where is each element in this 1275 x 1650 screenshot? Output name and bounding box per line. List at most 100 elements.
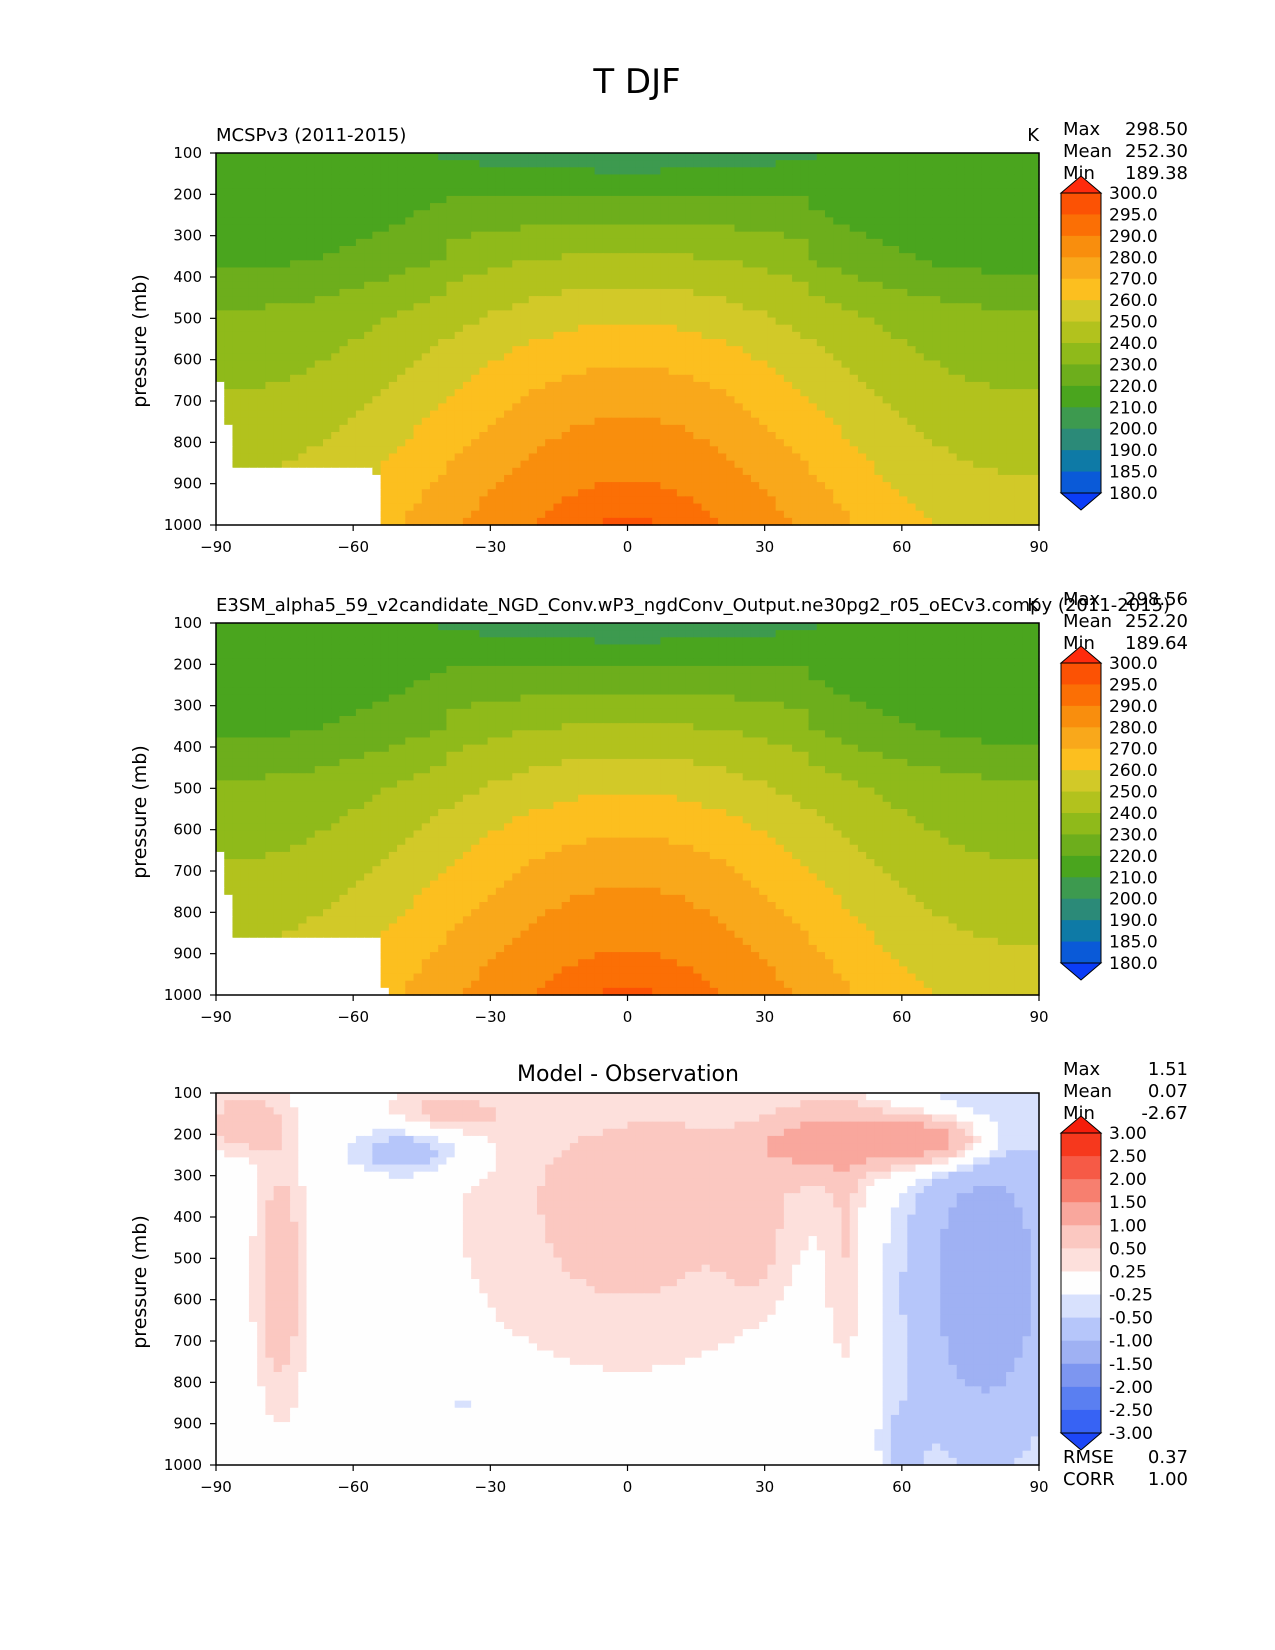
heatmap-cell bbox=[578, 475, 587, 483]
heatmap-cell bbox=[216, 182, 225, 190]
heatmap-cell bbox=[883, 475, 892, 483]
heatmap-cell bbox=[710, 418, 719, 426]
heatmap-cell bbox=[1006, 189, 1015, 197]
heatmap-cell bbox=[471, 325, 480, 333]
heatmap-cell bbox=[850, 225, 859, 233]
heatmap-cell bbox=[364, 253, 373, 261]
heatmap-cell bbox=[537, 160, 546, 168]
heatmap-cell bbox=[405, 375, 414, 383]
heatmap-cell bbox=[957, 382, 966, 390]
heatmap-cell bbox=[479, 504, 488, 512]
heatmap-cell bbox=[965, 174, 974, 182]
heatmap-cell bbox=[331, 232, 340, 240]
heatmap-cell bbox=[307, 246, 316, 254]
heatmap-cell bbox=[726, 303, 735, 311]
heatmap-cell bbox=[307, 303, 316, 311]
heatmap-cell bbox=[307, 289, 316, 297]
heatmap-cell bbox=[586, 153, 595, 161]
heatmap-cell bbox=[685, 267, 694, 275]
heatmap-cell bbox=[644, 375, 653, 383]
heatmap-cell bbox=[389, 260, 398, 268]
heatmap-cell bbox=[718, 210, 727, 218]
heatmap-cell bbox=[545, 389, 554, 397]
heatmap-cell bbox=[241, 461, 250, 469]
heatmap-cell bbox=[619, 153, 628, 161]
heatmap-cell bbox=[471, 332, 480, 340]
heatmap-cell bbox=[356, 210, 365, 218]
heatmap-cell bbox=[545, 203, 554, 211]
heatmap-cell bbox=[677, 160, 686, 168]
heatmap-cell bbox=[685, 246, 694, 254]
heatmap-cell bbox=[883, 153, 892, 161]
heatmap-cell bbox=[611, 461, 620, 469]
heatmap-cell bbox=[430, 160, 439, 168]
heatmap-cell bbox=[232, 196, 241, 204]
heatmap-cell bbox=[463, 210, 472, 218]
heatmap-cell bbox=[726, 504, 735, 512]
heatmap-cell bbox=[784, 368, 793, 376]
heatmap-cell bbox=[348, 303, 357, 311]
heatmap-cell bbox=[948, 482, 957, 490]
heatmap-cell bbox=[446, 210, 455, 218]
heatmap-cell bbox=[282, 189, 291, 197]
heatmap-cell bbox=[990, 296, 999, 304]
heatmap-cell bbox=[833, 504, 842, 512]
heatmap-cell bbox=[644, 260, 653, 268]
heatmap-cell bbox=[833, 275, 842, 283]
heatmap-cell bbox=[282, 275, 291, 283]
heatmap-cell bbox=[496, 289, 505, 297]
heatmap-cell bbox=[776, 239, 785, 247]
heatmap-cell bbox=[932, 453, 941, 461]
heatmap-cell bbox=[743, 411, 752, 419]
heatmap-cell bbox=[414, 303, 423, 311]
heatmap-cell bbox=[389, 353, 398, 361]
heatmap-cell bbox=[957, 432, 966, 440]
heatmap-cell bbox=[932, 446, 941, 454]
heatmap-cell bbox=[899, 332, 908, 340]
heatmap-cell bbox=[973, 260, 982, 268]
heatmap-cell bbox=[455, 375, 464, 383]
heatmap-cell bbox=[734, 360, 743, 368]
heatmap-cell bbox=[323, 446, 332, 454]
heatmap-cell bbox=[479, 174, 488, 182]
heatmap-cell bbox=[858, 475, 867, 483]
heatmap-cell bbox=[562, 411, 571, 419]
heatmap-cell bbox=[726, 346, 735, 354]
heatmap-cell bbox=[438, 439, 447, 447]
heatmap-cell bbox=[356, 282, 365, 290]
heatmap-cell bbox=[521, 453, 530, 461]
heatmap-cell bbox=[232, 225, 241, 233]
heatmap-cell bbox=[677, 368, 686, 376]
heatmap-cell bbox=[405, 446, 414, 454]
heatmap-cell bbox=[463, 375, 472, 383]
heatmap-cell bbox=[315, 210, 324, 218]
heatmap-cell bbox=[669, 403, 678, 411]
heatmap-cell bbox=[841, 253, 850, 261]
heatmap-cell bbox=[422, 189, 431, 197]
heatmap-cell bbox=[636, 239, 645, 247]
heatmap-cell bbox=[784, 496, 793, 504]
heatmap-cell bbox=[726, 153, 735, 161]
heatmap-cell bbox=[586, 318, 595, 326]
heatmap-cell bbox=[553, 310, 562, 318]
heatmap-cell bbox=[998, 210, 1007, 218]
heatmap-cell bbox=[323, 425, 332, 433]
heatmap-cell bbox=[677, 189, 686, 197]
heatmap-cell bbox=[274, 468, 283, 476]
heatmap-cell bbox=[414, 225, 423, 233]
heatmap-cell bbox=[438, 446, 447, 454]
heatmap-cell bbox=[644, 425, 653, 433]
heatmap-cell bbox=[529, 360, 538, 368]
heatmap-cell bbox=[767, 432, 776, 440]
heatmap-cell bbox=[315, 182, 324, 190]
heatmap-cell bbox=[282, 239, 291, 247]
heatmap-cell bbox=[990, 375, 999, 383]
heatmap-cell bbox=[874, 446, 883, 454]
heatmap-cell bbox=[916, 217, 925, 225]
heatmap-cell bbox=[512, 267, 521, 275]
heatmap-cell bbox=[224, 303, 233, 311]
heatmap-cell bbox=[833, 339, 842, 347]
heatmap-cell bbox=[603, 418, 612, 426]
heatmap-cell bbox=[751, 275, 760, 283]
heatmap-cell bbox=[628, 432, 637, 440]
